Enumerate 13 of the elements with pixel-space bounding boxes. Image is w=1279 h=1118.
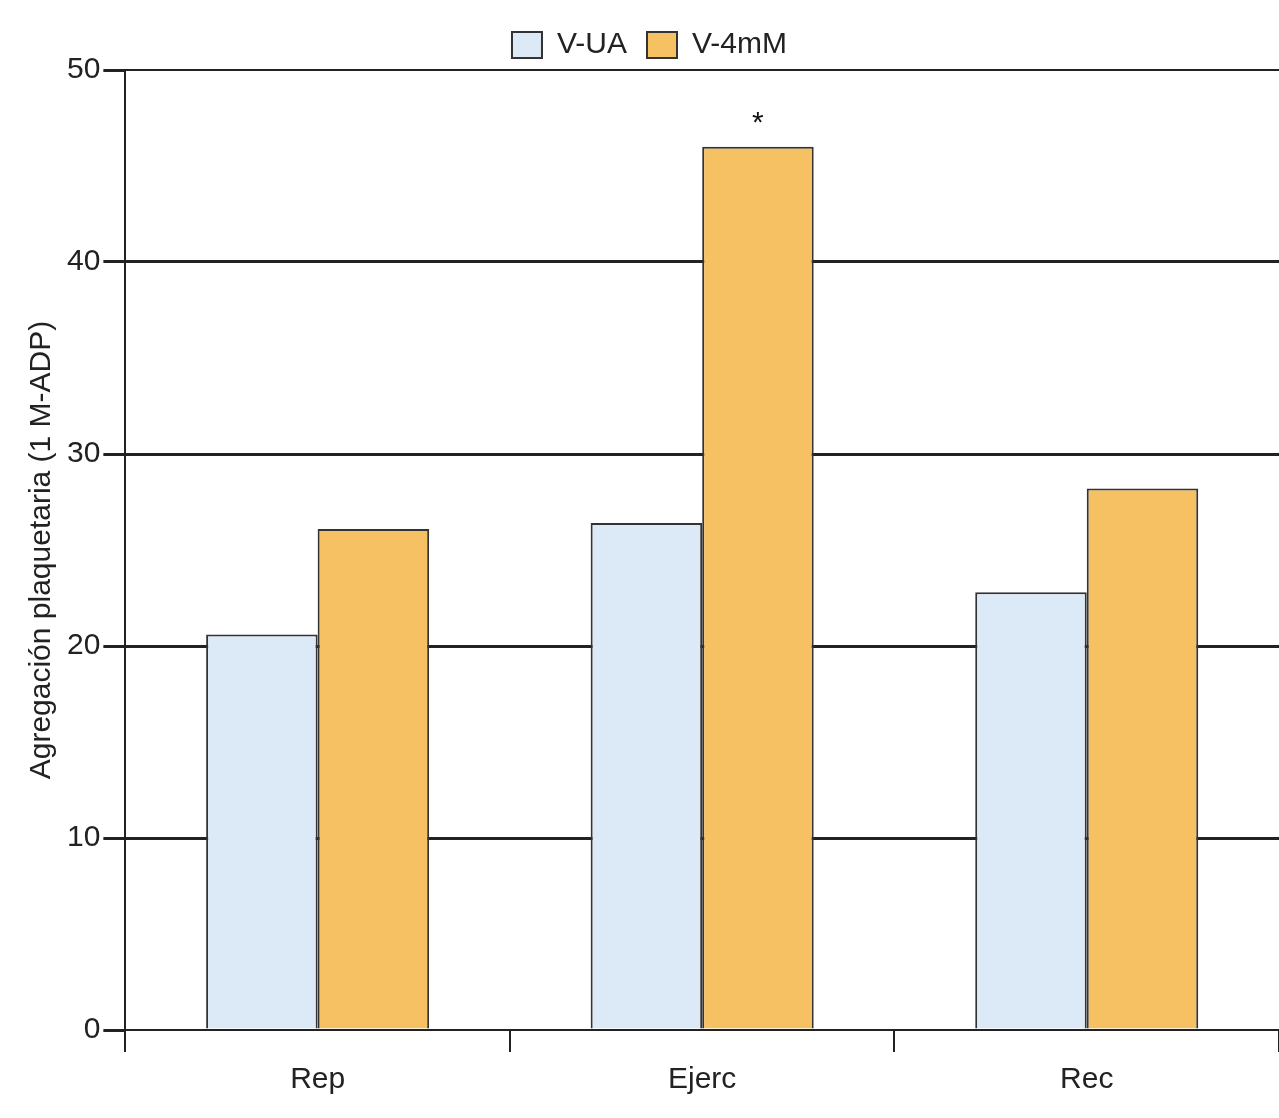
y-tick-label: 20 <box>66 627 101 661</box>
y-tick-label: 0 <box>83 1011 101 1045</box>
annotation: * <box>752 105 765 139</box>
legend-label: V-UA <box>556 26 628 60</box>
y-tick-label: 50 <box>66 51 101 85</box>
x-tick-label: Rep <box>290 1061 346 1095</box>
legend-label: V-4mM <box>692 26 788 60</box>
y-axis-title: Agregación plaquetaria (1 M-ADP) <box>23 320 57 780</box>
x-tick-label: Ejerc <box>668 1061 737 1095</box>
y-tick-label: 10 <box>66 819 101 853</box>
x-tick-label: Rec <box>1060 1061 1114 1095</box>
y-tick-label: 30 <box>66 435 101 469</box>
y-tick-label: 40 <box>66 243 101 277</box>
